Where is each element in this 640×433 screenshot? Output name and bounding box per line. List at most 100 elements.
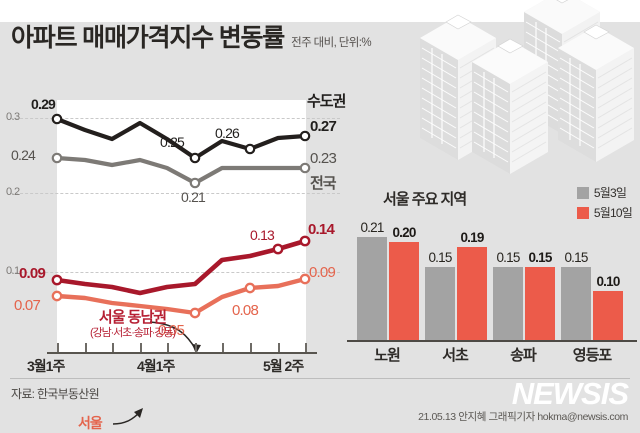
line-x-axis [47,352,317,354]
newsis-logo: NEWSIS [511,376,629,411]
series-name-sudogwon: 수도권 [307,93,346,110]
markers-seoul-dongnam [51,235,311,286]
bar-yeongdeungpo-may10: 0.10 [593,274,623,340]
bar-category-songpa: 송파 [510,347,537,364]
bar-songpa-may3: 0.15 [493,250,523,340]
bar-songpa-may10: 0.15 [525,250,555,340]
xtick-label-may: 5월 2주 [263,358,304,374]
bar-value-songpa-may10: 0.15 [528,250,552,265]
legend-item-may3: 5월3일 [576,184,632,201]
source-label: 자료: 한국부동산원 [11,387,100,401]
gridline-0.2 [10,193,340,194]
series-line-seoul [54,276,308,316]
footer-divider [10,378,630,379]
label-seoul-0: 0.07 [14,297,41,314]
bar-seocho-may3: 0.15 [425,250,455,340]
label-dongnam-0: 0.09 [19,265,46,282]
xtick-7 [250,343,252,352]
bar-value-songpa-may3: 0.15 [496,250,520,265]
xtick-2 [112,343,114,352]
xtick-label-april: 4월1주 [137,358,175,374]
label-seoul-7: 0.08 [232,302,259,319]
ytick-0.1: 0.1 [6,265,20,277]
label-sudogwon-end: 0.27 [310,118,337,135]
label-sudogwon-7: 0.26 [215,125,240,141]
series-name-jeonguk: 전국 [310,175,337,192]
building-front [472,38,548,174]
xtick-6 [222,343,224,352]
arrowhead-dongnam [192,344,201,354]
label-dongnam-end: 0.14 [308,221,335,238]
label-jeonguk-0: 0.24 [11,147,36,163]
ytick-0.2: 0.2 [6,186,20,198]
xtick-5 [195,343,197,352]
xtick-3 [140,343,142,352]
xtick-4 [167,343,169,352]
bar-value-yeongdeungpo-may3: 0.15 [564,250,588,265]
gridline-0.3 [10,118,340,119]
building-right [558,24,634,162]
series-line-sudogwon [54,116,308,161]
bar-value-seocho-may3: 0.15 [428,250,452,265]
xtick-0 [57,343,59,352]
bar-group-nowon: 0.21 0.20 [357,220,419,340]
bar-nowon-may3: 0.21 [357,220,387,340]
legend-label-may10: 5월10일 [593,206,633,220]
annotation-dongnam-title: 서울 동남권 [98,309,167,326]
markers-sudogwon [51,113,311,164]
label-seoul-5: 0.05 [158,322,185,339]
bar-category-nowon: 노원 [374,347,401,364]
bar-category-yeongdeungpo: 영등포 [572,347,612,364]
ytick-0.3: 0.3 [6,111,20,123]
buildings-svg [420,0,634,174]
gridline-0.1 [10,272,340,273]
series-line-seoul-dongnam [54,238,308,296]
bar-yeongdeungpo-may3: 0.15 [561,250,591,340]
line-series-svg [51,113,311,425]
apartment-buildings-illustration [410,0,640,185]
bar-value-nowon-may10: 0.20 [392,225,416,240]
annotation-seoul: 서울 [78,415,103,431]
legend-swatch-may3 [576,186,589,199]
xtick-8 [278,343,280,352]
label-sudogwon-0: 0.29 [31,96,56,112]
bar-group-songpa: 0.15 0.15 [493,250,555,340]
label-jeonguk-5: 0.21 [181,189,206,205]
xtick-1 [85,343,87,352]
page-subtitle: 전주 대비, 단위:% [291,37,371,49]
bar-seocho-may10: 0.19 [457,230,487,340]
markers-seoul [51,273,311,319]
label-sudogwon-5: 0.25 [160,134,185,150]
bars-area: 0.21 0.20 0.15 0.19 0.15 [353,220,633,340]
legend-swatch-may10 [576,206,589,219]
top-white-strip [0,0,640,22]
xtick-label-march: 3월1주 [27,358,65,374]
annotation-dongnam: 서울 동남권 (강남·서초·송파·강동) [90,309,176,340]
label-seoul-end: 0.09 [309,264,336,281]
bar-nowon-may10: 0.20 [389,225,419,340]
arrowhead-seoul [134,408,143,418]
annotation-dongnam-detail: (강남·서초·송파·강동) [90,326,176,339]
legend-label-may3: 5월3일 [593,186,627,200]
bar-chart-title: 서울 주요 지역 [383,191,467,208]
series-line-jeonguk [54,155,308,186]
bar-value-seocho-may10: 0.19 [460,230,484,245]
bar-group-seocho: 0.15 0.19 [425,230,487,340]
bar-chart-legend: 5월3일 5월10일 [576,184,633,224]
line-chart: 0.3 0.2 0.1 [0,88,346,431]
bar-value-yeongdeungpo-may10: 0.10 [596,274,620,289]
bar-value-nowon-may3: 0.21 [360,220,384,235]
label-dongnam-8: 0.13 [250,227,275,243]
xtick-9 [305,343,307,352]
credit-label: 21.05.13 안지혜 그래픽기자 hokma@newsis.com [418,411,628,423]
title-block: 아파트 매매가격지수 변동률 전주 대비, 단위:% [11,24,372,52]
bar-x-axis [347,340,637,342]
page-title: 아파트 매매가격지수 변동률 [11,24,285,52]
label-jeonguk-end: 0.23 [310,150,337,167]
legend-item-may10: 5월10일 [576,204,633,221]
bar-category-seocho: 서초 [442,347,469,364]
markers-jeonguk [51,152,311,189]
bar-group-yeongdeungpo: 0.15 0.10 [561,250,623,340]
bar-chart: 서울 주요 지역 5월3일 5월10일 0.21 0.20 [345,182,640,378]
